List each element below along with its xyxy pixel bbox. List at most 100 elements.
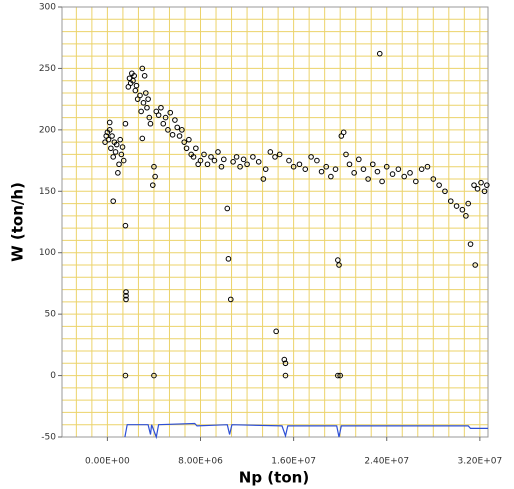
y-tick-label: -50 <box>41 433 56 443</box>
data-point <box>478 179 484 186</box>
data-point <box>145 96 151 102</box>
data-point <box>147 120 154 127</box>
data-point <box>162 114 169 121</box>
data-point <box>318 168 325 175</box>
data-point <box>151 163 157 170</box>
data-point <box>424 163 431 170</box>
data-point <box>260 176 267 182</box>
data-point <box>122 372 129 379</box>
data-point <box>471 182 477 188</box>
data-point <box>201 151 207 158</box>
data-point <box>204 161 211 168</box>
x-tick-label: 0.00E+00 <box>85 457 130 467</box>
data-point <box>105 136 112 143</box>
data-point <box>133 82 140 89</box>
data-point <box>282 372 289 379</box>
data-point <box>467 241 474 247</box>
data-point <box>395 166 402 172</box>
data-point <box>273 328 279 335</box>
data-point <box>215 149 221 155</box>
data-line <box>124 422 488 440</box>
data-point <box>130 77 136 84</box>
data-point <box>144 104 150 111</box>
data-point <box>442 188 448 195</box>
x-axis-title: Np (ton) <box>239 469 309 487</box>
data-point <box>122 120 129 127</box>
data-point <box>220 156 227 163</box>
data-point <box>340 129 347 136</box>
data-point <box>112 149 119 155</box>
data-point <box>286 157 292 164</box>
data-point <box>155 112 162 118</box>
plot-area <box>62 7 488 437</box>
y-axis-title: W (ton/h) <box>9 182 27 262</box>
data-point <box>308 154 314 160</box>
y-tick-label: 100 <box>39 248 56 258</box>
data-point <box>481 188 488 195</box>
data-point <box>255 159 262 165</box>
data-point <box>365 176 371 182</box>
data-point <box>227 296 234 303</box>
data-point <box>282 360 289 367</box>
data-point <box>343 151 349 158</box>
y-tick-label: 150 <box>39 187 56 197</box>
data-point <box>158 104 164 111</box>
data-point <box>230 159 236 165</box>
data-point <box>152 173 158 180</box>
data-point <box>139 65 146 72</box>
data-point <box>117 136 123 143</box>
y-tick-label: 200 <box>39 125 56 135</box>
data-point <box>113 141 120 148</box>
data-point <box>323 163 330 170</box>
data-point <box>484 182 490 188</box>
data-point <box>140 100 147 106</box>
data-point <box>108 145 114 152</box>
data-point <box>106 119 113 126</box>
data-point <box>139 135 146 142</box>
data-point <box>115 170 121 176</box>
data-point <box>151 372 157 379</box>
data-point <box>183 145 190 152</box>
x-tick-label: 8.00E+06 <box>178 457 223 467</box>
data-point <box>401 173 407 180</box>
data-point <box>465 200 472 207</box>
data-point <box>346 161 353 168</box>
data-point <box>302 166 309 172</box>
data-point <box>240 156 247 163</box>
data-point <box>314 157 320 164</box>
data-point <box>407 170 413 176</box>
data-point <box>250 154 256 160</box>
data-point <box>141 73 148 79</box>
data-point <box>123 292 129 299</box>
data-point <box>244 161 250 168</box>
data-point <box>116 161 122 168</box>
data-point <box>149 182 156 188</box>
data-point <box>197 157 204 164</box>
data-point <box>110 198 117 204</box>
data-point <box>374 168 381 175</box>
data-point <box>413 178 419 185</box>
data-point <box>290 163 297 170</box>
x-tick-label: 3.20E+07 <box>457 457 502 467</box>
data-point <box>459 206 466 213</box>
data-point <box>146 114 153 121</box>
data-point <box>418 166 425 172</box>
data-point <box>369 161 376 168</box>
data-point <box>272 154 278 160</box>
y-tick-label: 300 <box>39 3 56 13</box>
data-point <box>336 262 342 268</box>
plot-frame <box>61 6 489 438</box>
data-point <box>208 154 214 160</box>
data-point <box>176 133 183 139</box>
data-point <box>190 154 197 160</box>
data-point <box>328 173 334 180</box>
y-tick-label: 250 <box>39 64 56 74</box>
data-point <box>137 92 143 99</box>
data-point <box>376 50 383 57</box>
data-point <box>131 73 137 79</box>
data-point <box>106 127 113 133</box>
data-point <box>262 166 269 172</box>
data-point <box>123 296 129 303</box>
data-point <box>119 144 126 150</box>
